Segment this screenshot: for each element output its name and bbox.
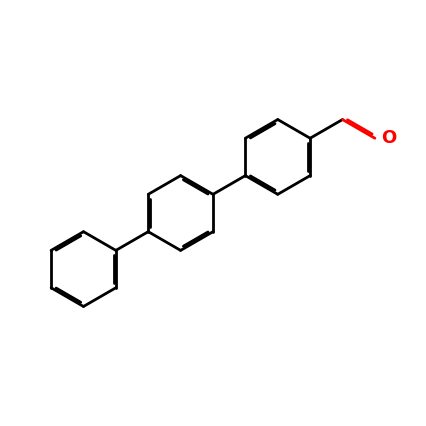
Text: O: O (381, 129, 397, 147)
